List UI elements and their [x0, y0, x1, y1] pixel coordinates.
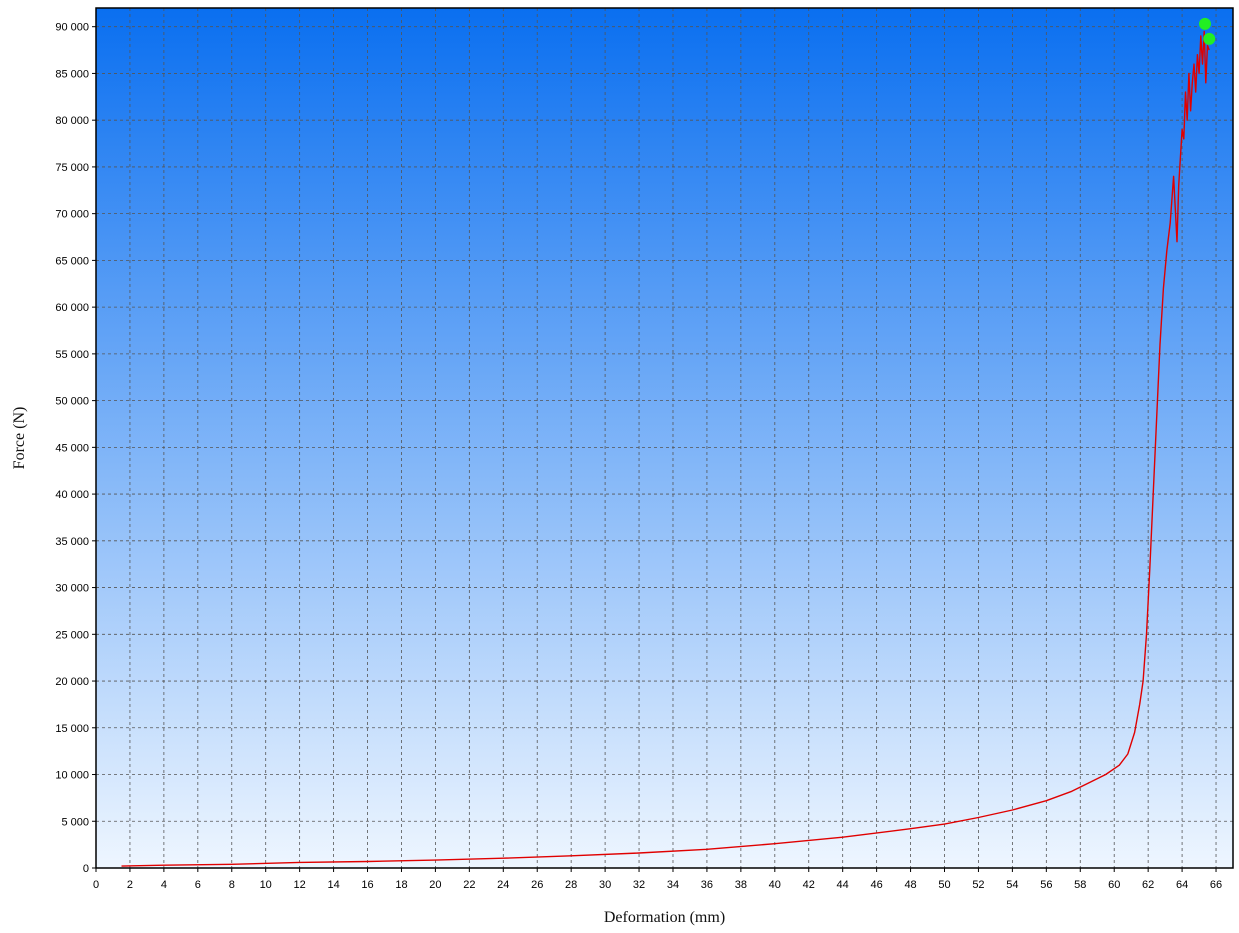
y-tick-label: 85 000	[55, 68, 89, 80]
x-axis-title: Deformation (mm)	[604, 909, 725, 926]
x-tick-label: 46	[871, 879, 883, 891]
x-tick-label: 60	[1108, 879, 1120, 891]
x-tick-label: 38	[735, 879, 747, 891]
x-tick-label: 32	[633, 879, 645, 891]
x-tick-label: 10	[260, 879, 272, 891]
x-tick-label: 56	[1040, 879, 1052, 891]
x-axis-ticks: 0 2 4 6 8 10 12 14 16 18 20 22 24 26 28 30 32 34 36 38 40 42 4…	[93, 868, 1222, 891]
y-tick-label: 80 000	[55, 115, 89, 127]
y-tick-label: 0	[83, 863, 89, 875]
y-tick-label: 35 000	[55, 536, 89, 548]
series-line	[121, 30, 1210, 867]
x-tick-label: 12	[294, 879, 306, 891]
x-tick-label: 26	[531, 879, 543, 891]
x-tick-label: 30	[599, 879, 611, 891]
x-tick-label: 58	[1074, 879, 1086, 891]
x-tick-label: 16	[361, 879, 373, 891]
y-tick-label: 55 000	[55, 349, 89, 361]
x-tick-label: 44	[837, 879, 849, 891]
x-tick-label: 0	[93, 879, 99, 891]
y-tick-label: 40 000	[55, 489, 89, 501]
x-tick-label: 52	[972, 879, 984, 891]
x-tick-label: 66	[1210, 879, 1222, 891]
gridlines	[96, 8, 1233, 868]
x-tick-label: 20	[429, 879, 441, 891]
x-tick-label: 4	[161, 879, 167, 891]
x-tick-label: 50	[938, 879, 950, 891]
y-tick-label: 90 000	[55, 22, 89, 34]
y-tick-label: 65 000	[55, 255, 89, 267]
y-tick-label: 15 000	[55, 723, 89, 735]
y-tick-label: 70 000	[55, 209, 89, 221]
marker-layer	[1198, 17, 1216, 45]
x-tick-label: 8	[229, 879, 235, 891]
y-tick-label: 10 000	[55, 770, 89, 782]
x-tick-label: 48	[904, 879, 916, 891]
x-tick-label: 62	[1142, 879, 1154, 891]
x-tick-label: 64	[1176, 879, 1188, 891]
plot-frame	[95, 7, 1234, 869]
x-tick-label: 42	[803, 879, 815, 891]
x-tick-label: 28	[565, 879, 577, 891]
x-tick-label: 2	[127, 879, 133, 891]
y-tick-label: 75 000	[55, 162, 89, 174]
x-tick-label: 22	[463, 879, 475, 891]
y-tick-label: 5 000	[61, 816, 89, 828]
x-tick-label: 34	[667, 879, 679, 891]
x-tick-label: 36	[701, 879, 713, 891]
y-tick-label: 25 000	[55, 629, 89, 641]
series-layer	[121, 30, 1210, 867]
y-axis-title: Force (N)	[11, 407, 28, 470]
data-marker	[1203, 32, 1216, 45]
x-tick-label: 6	[195, 879, 201, 891]
plot-area	[96, 8, 1233, 868]
y-tick-label: 45 000	[55, 442, 89, 454]
x-tick-label: 54	[1006, 879, 1018, 891]
y-axis-ticks: 0 5 000 10 000 15 000 20 000 25 000 30 000 35 0…	[55, 22, 96, 875]
data-marker	[1198, 17, 1211, 30]
y-tick-label: 30 000	[55, 583, 89, 595]
x-tick-label: 24	[497, 879, 509, 891]
x-tick-label: 18	[395, 879, 407, 891]
y-tick-label: 20 000	[55, 676, 89, 688]
y-tick-label: 50 000	[55, 396, 89, 408]
x-tick-label: 40	[769, 879, 781, 891]
x-tick-label: 14	[327, 879, 339, 891]
y-tick-label: 60 000	[55, 302, 89, 314]
